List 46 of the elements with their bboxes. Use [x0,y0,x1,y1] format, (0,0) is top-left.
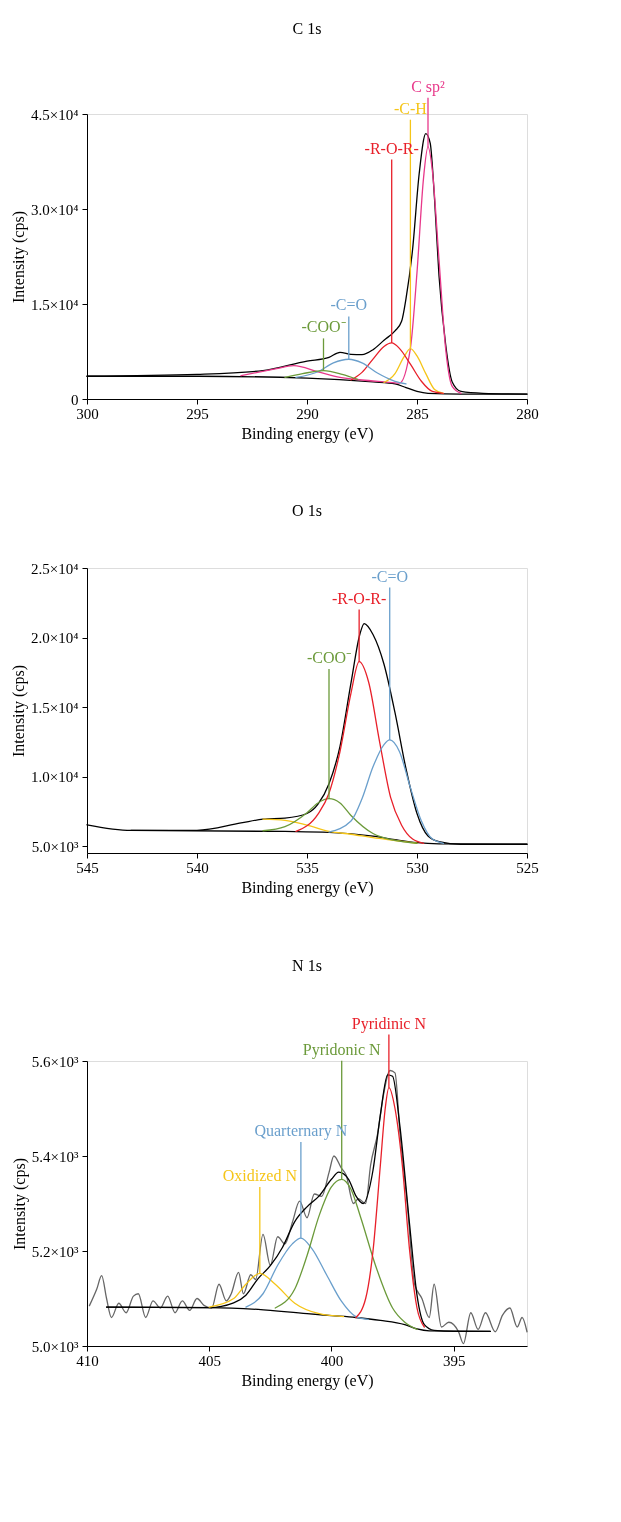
x-tick-label: 300 [76,405,99,422]
x-tick-label: 410 [76,1352,99,1369]
x-tick-label: 405 [198,1352,221,1369]
x-tick-label: 530 [406,859,429,876]
text: -C=O [330,296,368,314]
text: -C-H [393,99,428,117]
x-axis-title: Binding energy (eV) [241,424,374,443]
y-tick-label: 1.0×10⁴ [31,769,79,786]
x-tick-label: 395 [442,1352,466,1369]
x-axis-title: Binding energy (eV) [241,878,374,897]
x-tick-label: 280 [516,405,539,422]
x-tick-label: 295 [186,405,209,422]
text: C sp² [411,77,446,96]
y-tick-label: 5.0×10³ [31,1338,79,1355]
chart-title: N 1s [292,956,322,974]
text: -R-O-R- [332,589,387,607]
chart-title: C 1s [292,19,322,37]
y-tick-label: 3.0×10⁴ [31,201,79,218]
y-axis-title: Intensity (cps) [10,211,29,303]
y-axis-title: Intensity (cps) [10,665,29,757]
text: Pyridonic N [302,1040,382,1059]
x-tick-label: 525 [516,859,539,876]
y-tick-label: 2.0×10⁴ [31,630,79,647]
text: Pyridinic N [351,1014,427,1033]
y-tick-label: 5.2×10³ [31,1243,79,1260]
x-tick-label: 285 [406,405,429,422]
y-tick-label: 1.5×10⁴ [31,699,79,716]
y-tick-label: 5.0×10³ [31,838,79,855]
y-tick-label: 4.5×10⁴ [31,106,79,123]
x-tick-label: 540 [186,859,209,876]
x-tick-label: 400 [320,1352,344,1369]
y-axis-title: Intensity (cps) [10,1158,29,1250]
x-tick-label: 535 [296,859,319,876]
y-tick-label: 5.6×10³ [31,1053,79,1070]
x-tick-label: 290 [296,405,319,422]
chart-title: O 1s [292,502,322,519]
x-tick-label: 545 [76,859,99,876]
text: -COO⁻ [306,648,352,666]
y-tick-label: 5.4×10³ [31,1148,79,1165]
y-tick-label: 1.5×10⁴ [31,296,79,313]
text: -COO⁻ [301,318,346,336]
y-tick-label: 2.5×10⁴ [31,560,79,577]
x-axis-title: Binding energy (eV) [241,1371,374,1390]
y-tick-label: 0 [71,391,79,408]
text: Oxidized N [222,1167,298,1185]
text: -C=O [371,567,409,585]
